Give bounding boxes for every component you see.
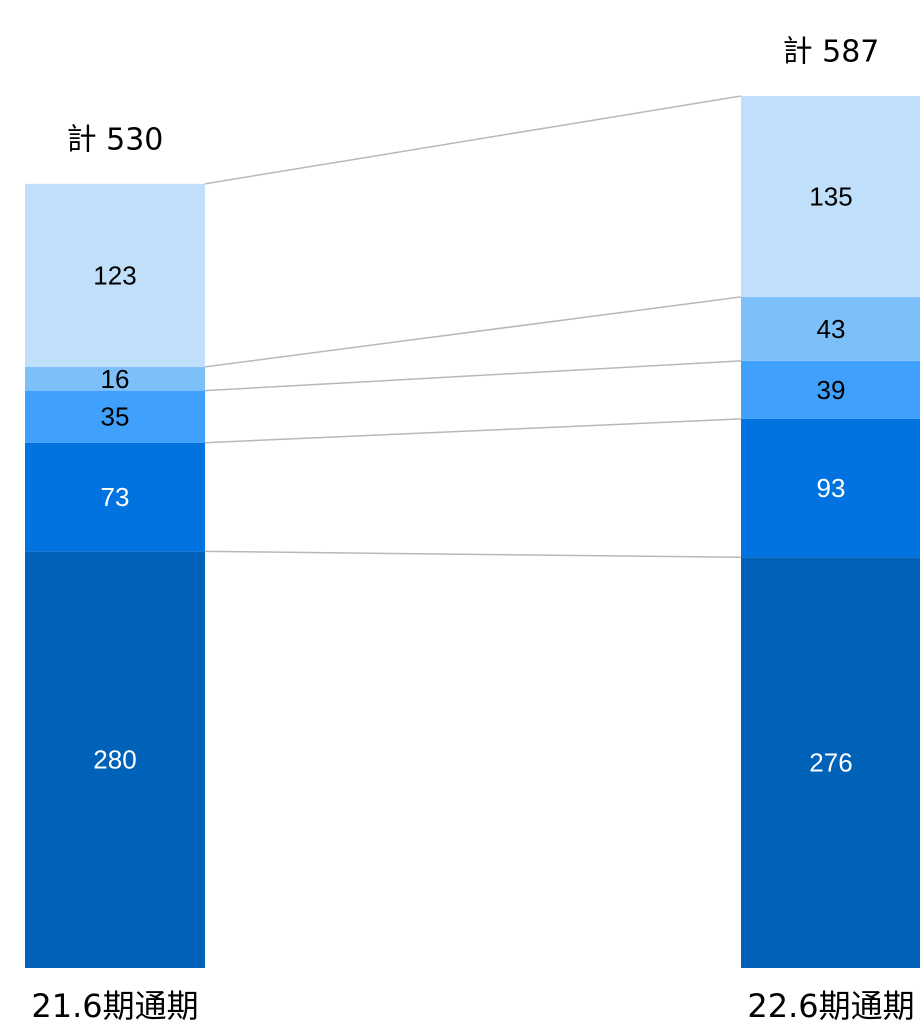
bar-segment (741, 296, 920, 361)
total-label: 計 530 (67, 122, 164, 157)
data-label: 135 (809, 181, 852, 211)
data-label: 73 (101, 482, 130, 512)
category-label: 22.6期通期 (747, 987, 914, 1025)
data-label: 93 (817, 473, 846, 503)
category-label: 21.6期通期 (31, 987, 198, 1025)
data-label: 276 (809, 748, 852, 778)
data-label: 123 (93, 260, 136, 290)
bar-segment (25, 183, 205, 367)
bar-segment (25, 551, 205, 968)
bar-segment (25, 442, 205, 552)
connector-line (204, 296, 742, 368)
data-label: 43 (817, 314, 846, 344)
bar-segment (741, 96, 920, 297)
connector-line (204, 418, 742, 444)
connector-line (204, 95, 742, 185)
bar-segment (741, 418, 920, 558)
bar-segment (741, 557, 920, 968)
data-label: 35 (101, 402, 130, 432)
bar-segment (741, 360, 920, 419)
data-label: 16 (101, 364, 130, 394)
bar-segment (25, 390, 205, 443)
bar-segment (25, 366, 205, 391)
connector-line (204, 550, 742, 559)
connector-line (204, 360, 742, 392)
total-label: 計 587 (783, 35, 880, 70)
data-label: 39 (817, 375, 846, 405)
data-label: 280 (93, 745, 136, 775)
